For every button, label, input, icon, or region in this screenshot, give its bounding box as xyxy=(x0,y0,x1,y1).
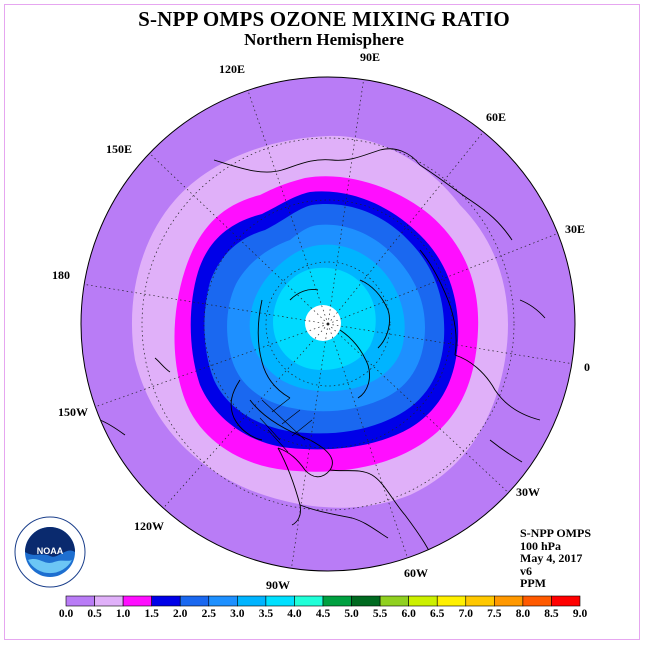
map-subtitle: Northern Hemisphere xyxy=(244,30,404,49)
lon-label-120w: 120W xyxy=(134,519,164,533)
coastlines xyxy=(99,148,546,571)
colorbar-tick-label: 1.5 xyxy=(144,608,159,620)
colorbar-tick-label: 3.0 xyxy=(230,608,245,620)
lon-label-150e: 150E xyxy=(106,142,133,156)
info-date: May 4, 2017 xyxy=(520,551,583,565)
colorbar-tick-label: 1.0 xyxy=(115,608,131,620)
map-title: S-NPP OMPS OZONE MIXING RATIO xyxy=(138,7,510,31)
state-boundaries xyxy=(259,397,313,453)
colorbar-tick-label: 3.5 xyxy=(258,608,274,620)
lon-label-180: 180 xyxy=(52,268,70,282)
map-border xyxy=(80,76,576,572)
lon-label-60w: 60W xyxy=(404,566,428,580)
colorbar-tick-label: 6.5 xyxy=(430,608,445,620)
info-units: PPM xyxy=(520,576,546,590)
lon-label-60e: 60E xyxy=(486,110,507,124)
colorbar-tick-label: 0.5 xyxy=(87,608,102,620)
lon-label-90e: 90E xyxy=(360,50,381,64)
colorbar-tick-label: 2.5 xyxy=(201,608,216,620)
graticule xyxy=(81,77,575,571)
info-version: v6 xyxy=(520,563,532,578)
lon-label-120e: 120E xyxy=(219,62,246,76)
info-level: 100 hPa xyxy=(520,538,562,553)
colorbar-tick-label: 4.0 xyxy=(287,608,302,620)
colorbar-tick-label: 4.5 xyxy=(315,608,331,620)
noaa-logo-text: NOAA xyxy=(37,546,64,556)
lon-label-90w: 90W xyxy=(266,578,290,592)
colorbar-tick-label: 5.5 xyxy=(372,608,388,620)
colorbar-tick-label: 7.5 xyxy=(487,608,502,620)
colorbar-tick-label: 6.0 xyxy=(401,608,416,620)
colorbar-tick-label: 9.0 xyxy=(572,608,588,620)
colorbar-tick-label: 7.0 xyxy=(458,608,473,620)
info-block: S-NPP OMPS 100 hPa May 4, 2017 v6 PPM xyxy=(520,527,591,590)
colorbar-tick-label: 2.0 xyxy=(173,608,188,620)
lon-label-30w: 30W xyxy=(516,485,540,499)
colorbar-tick-label: 8.0 xyxy=(515,608,531,620)
lon-label-30e: 30E xyxy=(565,222,586,236)
info-instrument: S-NPP OMPS xyxy=(520,526,591,540)
colorbar-tick-label: 5.0 xyxy=(344,608,359,620)
colorbar-tick-label: 0.0 xyxy=(58,608,74,620)
colorbar-tick-label: 8.5 xyxy=(544,608,559,620)
figure-frame xyxy=(4,4,640,640)
lon-label-150w: 150W xyxy=(58,405,88,419)
lon-label-0: 0 xyxy=(584,360,590,374)
noaa-logo: NOAA xyxy=(14,516,86,588)
